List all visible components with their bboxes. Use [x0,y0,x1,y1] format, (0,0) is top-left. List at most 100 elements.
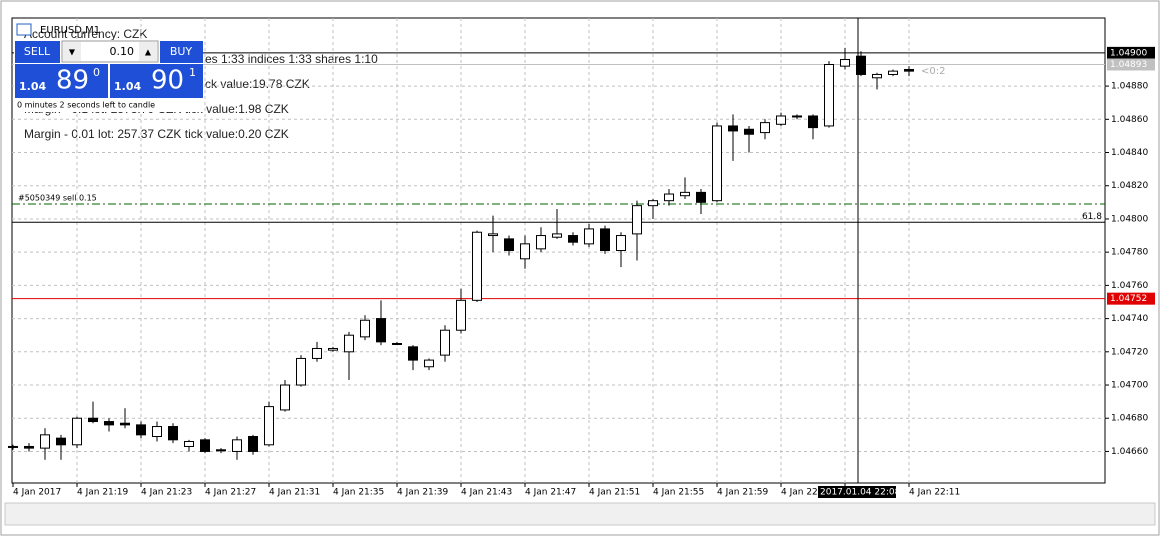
candle-body [24,445,34,449]
x-tick-label: 4 Jan 21:59 [717,488,769,498]
candle-body [824,64,834,127]
candle-body [568,235,578,243]
candle-body [312,347,322,359]
x-tick-label: 4 Jan 21:39 [397,488,449,498]
x-tick-label: 4 Jan 2017 [13,488,61,498]
countdown-tag: <0:2 [921,66,945,77]
order-label: #5050349 sell 0.15 [18,194,97,203]
x-tick-label: 4 Jan 21:47 [525,488,576,498]
x-tick-label: 4 Jan 21:19 [77,488,129,498]
x-tick-label: 4 Jan 21:31 [269,488,320,498]
candle-body [264,406,274,446]
y-tick-label: 1.04840 [1111,148,1148,158]
candle-body [648,200,658,207]
bid-big: 1.04 [19,80,46,93]
bid-main: 89 [56,66,89,96]
x-tick-label: 4 Jan 21:51 [589,488,640,498]
candle-body [904,68,914,72]
candle-body [680,191,690,197]
fibo-label: 61.8 [1082,212,1102,222]
bid-box[interactable] [15,64,108,98]
lot-value: 0.10 [110,45,135,58]
candle-body [840,59,850,67]
x-tick-label: 4 Jan 21:27 [205,488,256,498]
x-tick-label: 4 Jan 22:03 [781,488,832,498]
candle-body [168,426,178,441]
y-tick-label: 1.04820 [1111,181,1148,191]
candle-body [440,329,450,356]
candle-body [88,417,98,423]
candle-body [136,424,146,436]
sell-label: SELL [24,45,51,58]
candle-body [280,384,290,411]
info-line: ck value:19.78 CZK [205,77,310,91]
price-label-box [1107,292,1155,305]
candle-body [152,426,162,437]
price-label: 1.04893 [1110,60,1147,70]
candle-body [712,125,722,202]
window-title: EURUSD,M1 [40,25,100,36]
candle-body [792,115,802,118]
candle-body [776,115,786,125]
candle-body [344,334,354,353]
ask-big: 1.04 [114,80,141,93]
candle-body [808,115,818,129]
lot-input[interactable] [61,40,159,63]
candle-body [376,318,386,343]
arrow-up: ▲ [145,48,152,57]
candle-body [600,228,610,252]
candle-body [872,73,882,79]
bid-sup: 0 [93,66,100,79]
x-tick-label: 4 Jan 21:35 [333,488,384,498]
lot-down[interactable] [63,42,81,61]
arrow-down: ▼ [69,48,76,57]
candle-body [360,319,370,338]
ask-box[interactable] [110,64,203,98]
candle-body [56,437,66,446]
candle-body [488,233,498,237]
timer: 0 minutes 2 seconds left to candle [17,101,155,110]
buy-button[interactable] [160,41,203,63]
candle-body [40,434,50,449]
candle-body [696,191,706,203]
x-tick-label: 4 Jan 21:23 [141,488,192,498]
price-label-box [1107,58,1155,71]
candle-body [8,445,18,448]
candle-body [552,233,562,238]
candle-body [632,205,642,235]
y-tick-label: 1.04680 [1111,414,1148,424]
candle-body [856,55,866,75]
candle-body [456,299,466,331]
candle-body [104,421,114,426]
candle-body [296,357,306,386]
candle-body [200,439,210,452]
candle-body [728,125,738,132]
candle-body [248,436,258,452]
candle-body [408,346,418,361]
candle-body [216,449,226,452]
x-tick-label: 4 Jan 21:55 [653,488,704,498]
crosshair-time-box [818,486,896,498]
y-tick-label: 1.04780 [1111,248,1148,258]
y-tick-label: 1.04860 [1111,115,1148,125]
sell-button[interactable] [15,41,60,63]
info-line: Account currency: CZK [24,27,147,41]
ask-main: 90 [151,66,184,96]
info-line: es 1:33 indices 1:33 shares 1:10 [205,52,378,66]
candle-body [760,122,770,134]
x-tick-label: 4 Jan 21:43 [461,488,512,498]
y-tick-label: 1.04660 [1111,447,1148,457]
y-tick-label: 1.04880 [1111,82,1148,92]
candle-body [888,70,898,75]
candle-body [392,343,402,345]
candle-body [536,235,546,250]
lot-up[interactable] [139,42,157,61]
y-tick-label: 1.04800 [1111,214,1148,224]
y-tick-label: 1.04740 [1111,314,1148,324]
candle-body [424,359,434,368]
overlay: EURUSD,M1 SELL ▼ ▲ 0.10 BUY 1.04 89 0 1.… [14,23,203,112]
candle-body [472,231,482,301]
candle-body [184,440,194,447]
candle-body [744,128,754,135]
